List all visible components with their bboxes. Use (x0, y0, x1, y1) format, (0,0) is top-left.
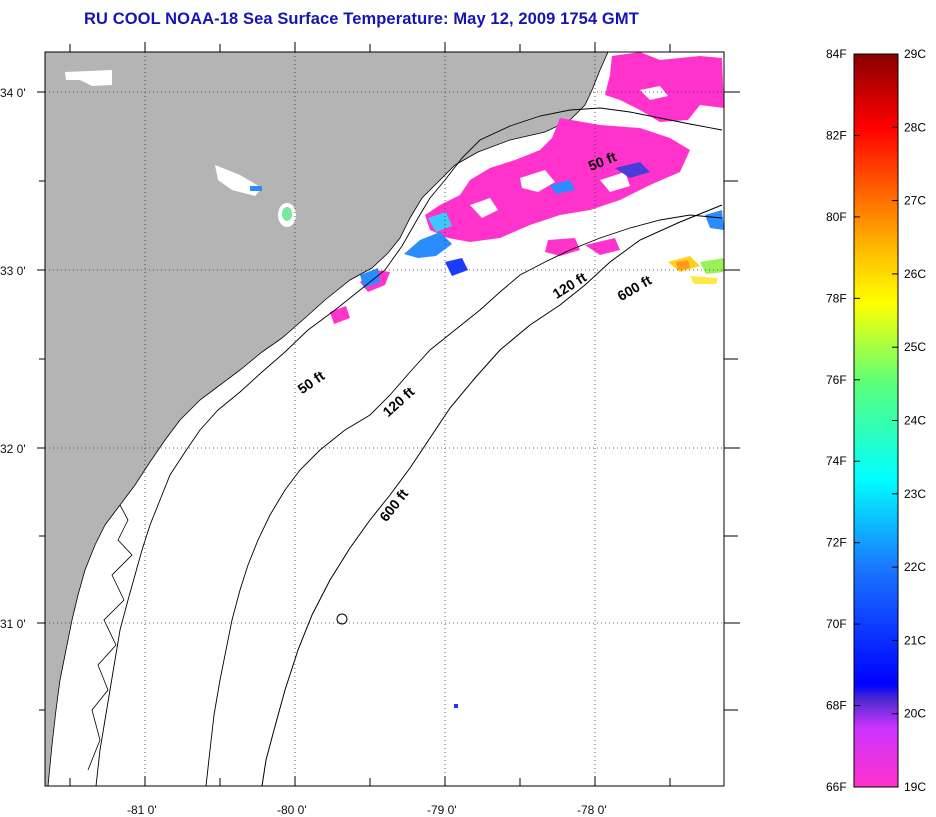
colorbar-c-label: 23C (904, 487, 926, 501)
lat-label: 32 0' (0, 442, 26, 456)
colorbar-c-label: 27C (904, 194, 926, 208)
colorbar-f-label: 82F (826, 128, 847, 142)
temperature-colorbar: 84F 82F 80F 78F 76F 74F 72F 70F 68F 66F 29C 28C 27C… (826, 47, 926, 794)
colorbar-c-label: 21C (904, 633, 926, 647)
marsh-patch (65, 70, 112, 86)
colorbar-f-label: 84F (826, 47, 847, 61)
colorbar-f-label: 68F (826, 699, 847, 713)
map-title: RU COOL NOAA-18 Sea Surface Temperature:… (84, 10, 639, 28)
lon-label: -78 0' (577, 803, 607, 817)
sst-cool-region (360, 162, 724, 708)
isobath-label-120ft: 120 ft (379, 383, 417, 420)
colorbar-f-label: 76F (826, 373, 847, 387)
colorbar-gradient (853, 53, 899, 788)
colorbar-f-label: 80F (826, 210, 847, 224)
axis-ticks (37, 42, 740, 786)
colorbar-f-label: 70F (826, 617, 847, 631)
colorbar-c-label: 22C (904, 560, 926, 574)
colorbar-ticks (854, 53, 898, 788)
lake-sst-patch (250, 186, 262, 191)
colorbar-c-labels: 29C 28C 27C 26C 25C 24C 23C 22C 21C 20C 19C (904, 47, 926, 794)
colorbar-c-label: 19C (904, 780, 926, 794)
lat-label: 34 0' (0, 86, 26, 100)
isobath-50ft (95, 107, 723, 787)
isobath-label-600ft: 600 ft (614, 272, 654, 304)
map-frame (44, 51, 725, 787)
seamount-contour (336, 613, 348, 625)
lon-label: -79 0' (427, 803, 457, 817)
lat-label: 33 0' (0, 264, 26, 278)
colorbar-f-labels: 84F 82F 80F 78F 76F 74F 72F 70F 68F 66F (826, 47, 847, 794)
sst-warm-region (668, 256, 724, 284)
colorbar-c-label: 28C (904, 120, 926, 134)
colorbar-f-label: 72F (826, 536, 847, 550)
colorbar-c-label: 24C (904, 414, 926, 428)
lat-label: 31 0' (0, 617, 26, 631)
isobath-label-50ft: 50 ft (295, 367, 328, 397)
lon-label: -81 0' (127, 803, 157, 817)
lon-label: -80 0' (277, 803, 307, 817)
lake-sst-patch (282, 207, 292, 221)
colorbar-c-label: 26C (904, 267, 926, 281)
land-mass (44, 51, 609, 787)
colorbar-f-label: 78F (826, 291, 847, 305)
colorbar-f-label: 66F (826, 780, 847, 794)
colorbar-c-label: 25C (904, 340, 926, 354)
isobath-120ft (205, 214, 723, 787)
colorbar-c-label: 20C (904, 707, 926, 721)
isobath-600ft (261, 204, 723, 787)
colorbar-f-label: 74F (826, 454, 847, 468)
colorbar-c-label: 29C (904, 47, 926, 61)
coastline-detail (87, 504, 133, 771)
